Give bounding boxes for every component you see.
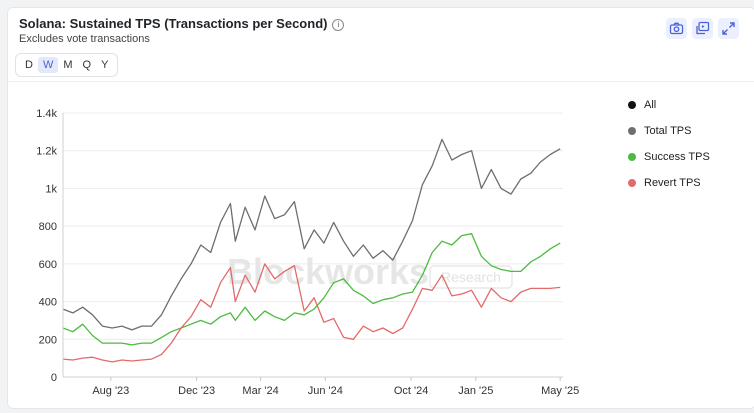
legend-dot bbox=[628, 127, 636, 135]
legend-label: All bbox=[644, 99, 657, 111]
y-tick-label: 800 bbox=[39, 221, 57, 233]
timeframe-selector: D W M Q Y bbox=[15, 53, 119, 77]
legend-item-revert-tps[interactable]: Revert TPS bbox=[628, 170, 710, 196]
legend-label: Success TPS bbox=[644, 151, 710, 163]
legend-item-success-tps[interactable]: Success TPS bbox=[628, 144, 710, 170]
screenshot-button[interactable] bbox=[666, 18, 687, 39]
embed-icon bbox=[696, 21, 710, 35]
legend-dot bbox=[628, 153, 636, 161]
timeframe-m[interactable]: M bbox=[63, 59, 73, 71]
series-line-revert-tps bbox=[62, 263, 561, 363]
expand-button[interactable] bbox=[718, 18, 739, 39]
legend-label: Total TPS bbox=[644, 125, 692, 137]
embed-button[interactable] bbox=[692, 18, 713, 39]
legend-item-total-tps[interactable]: Total TPS bbox=[628, 118, 710, 144]
x-tick-label: Oct '24 bbox=[394, 385, 429, 397]
legend-item-all[interactable]: All bbox=[628, 92, 710, 118]
timeframe-y[interactable]: Y bbox=[101, 59, 109, 71]
info-icon[interactable]: i bbox=[332, 19, 345, 31]
tps-line-chart: Blockworks Research 0 200 400 600 800 1k 1.2k 1… bbox=[36, 108, 579, 397]
legend-label: Revert TPS bbox=[644, 177, 701, 189]
y-tick-label: 600 bbox=[39, 259, 57, 271]
y-tick-label: 1k bbox=[45, 183, 57, 195]
expand-icon bbox=[722, 22, 735, 35]
y-tick-label: 1.2k bbox=[36, 146, 57, 158]
timeframe-w[interactable]: W bbox=[37, 57, 59, 73]
timeframe-q[interactable]: Q bbox=[82, 59, 92, 71]
y-tick-label: 400 bbox=[39, 297, 57, 309]
watermark-badge bbox=[429, 265, 513, 289]
chart-area: Blockworks Research 0 200 400 600 800 1k 1.2k 1… bbox=[8, 82, 608, 413]
x-tick-label: Mar '24 bbox=[242, 385, 278, 397]
watermark-brand: Blockworks bbox=[227, 251, 429, 292]
header-divider bbox=[8, 81, 754, 82]
chart-card: Solana: Sustained TPS (Transactions per … bbox=[7, 7, 754, 409]
series-line-total-tps bbox=[62, 138, 561, 331]
x-tick-label: Dec '23 bbox=[178, 385, 215, 397]
x-tick-label: Jan '25 bbox=[458, 385, 493, 397]
chart-title-text: Solana: Sustained TPS (Transactions per … bbox=[19, 16, 328, 31]
y-tick-label: 0 bbox=[51, 372, 57, 384]
legend-dot bbox=[628, 101, 636, 109]
watermark: Blockworks Research bbox=[227, 251, 513, 292]
y-tick-label: 200 bbox=[39, 334, 57, 346]
x-tick-label: Aug '23 bbox=[92, 385, 129, 397]
camera-icon bbox=[669, 22, 684, 35]
chart-subtitle: Excludes vote transactions bbox=[19, 33, 150, 45]
series-line-success-tps bbox=[62, 233, 561, 346]
chart-legend: All Total TPS Success TPS Revert TPS bbox=[628, 92, 710, 196]
x-tick-label: Jun '24 bbox=[308, 385, 343, 397]
chart-title: Solana: Sustained TPS (Transactions per … bbox=[19, 16, 345, 31]
x-tick-label: May '25 bbox=[541, 385, 579, 397]
y-tick-label: 1.4k bbox=[36, 108, 57, 120]
timeframe-d[interactable]: D bbox=[25, 59, 33, 71]
watermark-tag: Research bbox=[441, 269, 501, 285]
legend-dot bbox=[628, 179, 636, 187]
